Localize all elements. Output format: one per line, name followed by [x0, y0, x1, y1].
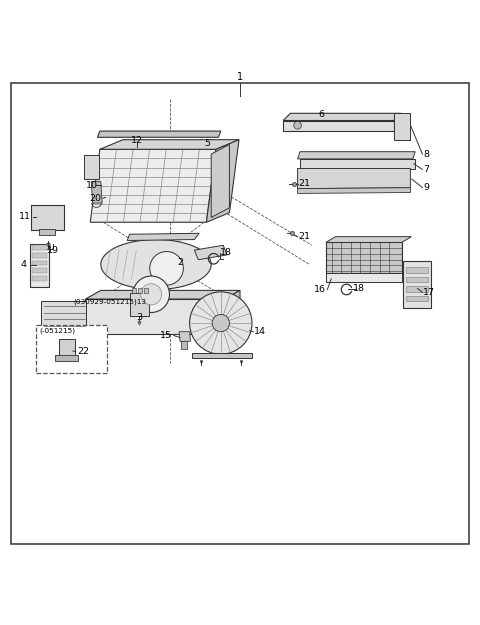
Polygon shape: [225, 291, 240, 334]
Bar: [406, 296, 428, 301]
Text: 1: 1: [237, 72, 243, 82]
Bar: [406, 286, 428, 292]
Bar: [130, 293, 149, 316]
Polygon shape: [326, 273, 402, 282]
Polygon shape: [211, 144, 229, 217]
Bar: [55, 355, 78, 361]
Text: (-051215): (-051215): [39, 328, 75, 334]
Polygon shape: [101, 239, 211, 289]
Text: 10: 10: [86, 181, 98, 190]
Text: 18: 18: [353, 284, 365, 293]
Text: 7: 7: [423, 165, 429, 174]
Text: 15: 15: [160, 331, 172, 340]
Text: 12: 12: [131, 136, 143, 145]
Text: 14: 14: [254, 328, 266, 336]
Polygon shape: [206, 140, 239, 222]
Text: 22: 22: [77, 348, 89, 356]
Polygon shape: [194, 245, 227, 260]
Text: 20: 20: [89, 194, 101, 202]
Polygon shape: [85, 291, 240, 299]
Bar: [132, 288, 136, 293]
Bar: [32, 253, 47, 258]
Polygon shape: [91, 181, 102, 203]
FancyBboxPatch shape: [36, 326, 107, 372]
Polygon shape: [100, 140, 239, 149]
Polygon shape: [127, 233, 199, 241]
Text: 5: 5: [204, 139, 210, 148]
Text: 21: 21: [299, 179, 311, 188]
Polygon shape: [326, 242, 402, 273]
Text: 11: 11: [19, 212, 31, 221]
Polygon shape: [298, 152, 415, 159]
Text: 18: 18: [220, 248, 232, 256]
Polygon shape: [179, 332, 191, 341]
Bar: [32, 268, 47, 273]
Bar: [144, 288, 148, 293]
Polygon shape: [298, 169, 410, 189]
Polygon shape: [97, 131, 221, 138]
Bar: [406, 276, 428, 282]
Circle shape: [141, 284, 162, 305]
Bar: [406, 267, 428, 272]
Bar: [403, 261, 431, 308]
Bar: [39, 229, 55, 235]
Bar: [32, 276, 47, 281]
Polygon shape: [326, 237, 411, 242]
Text: 17: 17: [423, 288, 435, 297]
Polygon shape: [283, 121, 394, 131]
Polygon shape: [41, 301, 86, 331]
Polygon shape: [181, 341, 187, 349]
Text: 19: 19: [47, 246, 59, 254]
Polygon shape: [90, 149, 216, 222]
Circle shape: [212, 314, 229, 332]
Bar: [32, 245, 47, 250]
Polygon shape: [300, 159, 415, 169]
Polygon shape: [283, 113, 401, 121]
Text: 2: 2: [178, 258, 183, 267]
Text: 16: 16: [313, 285, 325, 294]
Circle shape: [133, 276, 169, 312]
Circle shape: [294, 121, 301, 129]
Bar: [31, 205, 64, 230]
Text: 9: 9: [423, 183, 429, 192]
Bar: [59, 339, 75, 356]
Polygon shape: [84, 155, 99, 179]
Bar: [32, 261, 47, 266]
Bar: [138, 288, 142, 293]
Polygon shape: [192, 353, 252, 357]
Text: (030929-051215)13: (030929-051215)13: [73, 299, 146, 305]
Polygon shape: [85, 299, 225, 334]
Text: 4: 4: [20, 260, 26, 269]
Bar: [30, 244, 49, 287]
Circle shape: [150, 251, 183, 285]
Text: 21: 21: [299, 232, 311, 241]
Polygon shape: [394, 113, 410, 140]
Text: 6: 6: [319, 110, 324, 119]
Circle shape: [190, 292, 252, 354]
Text: 8: 8: [423, 149, 429, 159]
Text: 3: 3: [136, 312, 142, 322]
Polygon shape: [298, 188, 410, 194]
